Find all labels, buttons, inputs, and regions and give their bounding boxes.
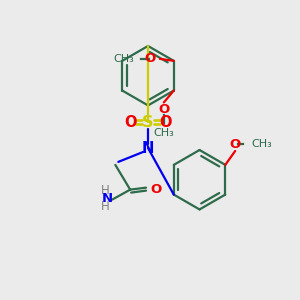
Text: N: N: [102, 192, 113, 205]
Text: O: O: [160, 115, 172, 130]
Text: N: N: [142, 140, 154, 155]
Text: O: O: [145, 52, 156, 65]
Text: H: H: [101, 184, 110, 197]
Text: O: O: [230, 138, 241, 151]
Text: CH₃: CH₃: [251, 139, 272, 149]
Text: O: O: [150, 183, 161, 196]
Text: O: O: [158, 103, 169, 116]
Text: S: S: [142, 115, 154, 130]
Text: H: H: [101, 200, 110, 213]
Text: CH₃: CH₃: [113, 54, 134, 64]
Text: O: O: [124, 115, 136, 130]
Text: CH₃: CH₃: [154, 128, 174, 138]
